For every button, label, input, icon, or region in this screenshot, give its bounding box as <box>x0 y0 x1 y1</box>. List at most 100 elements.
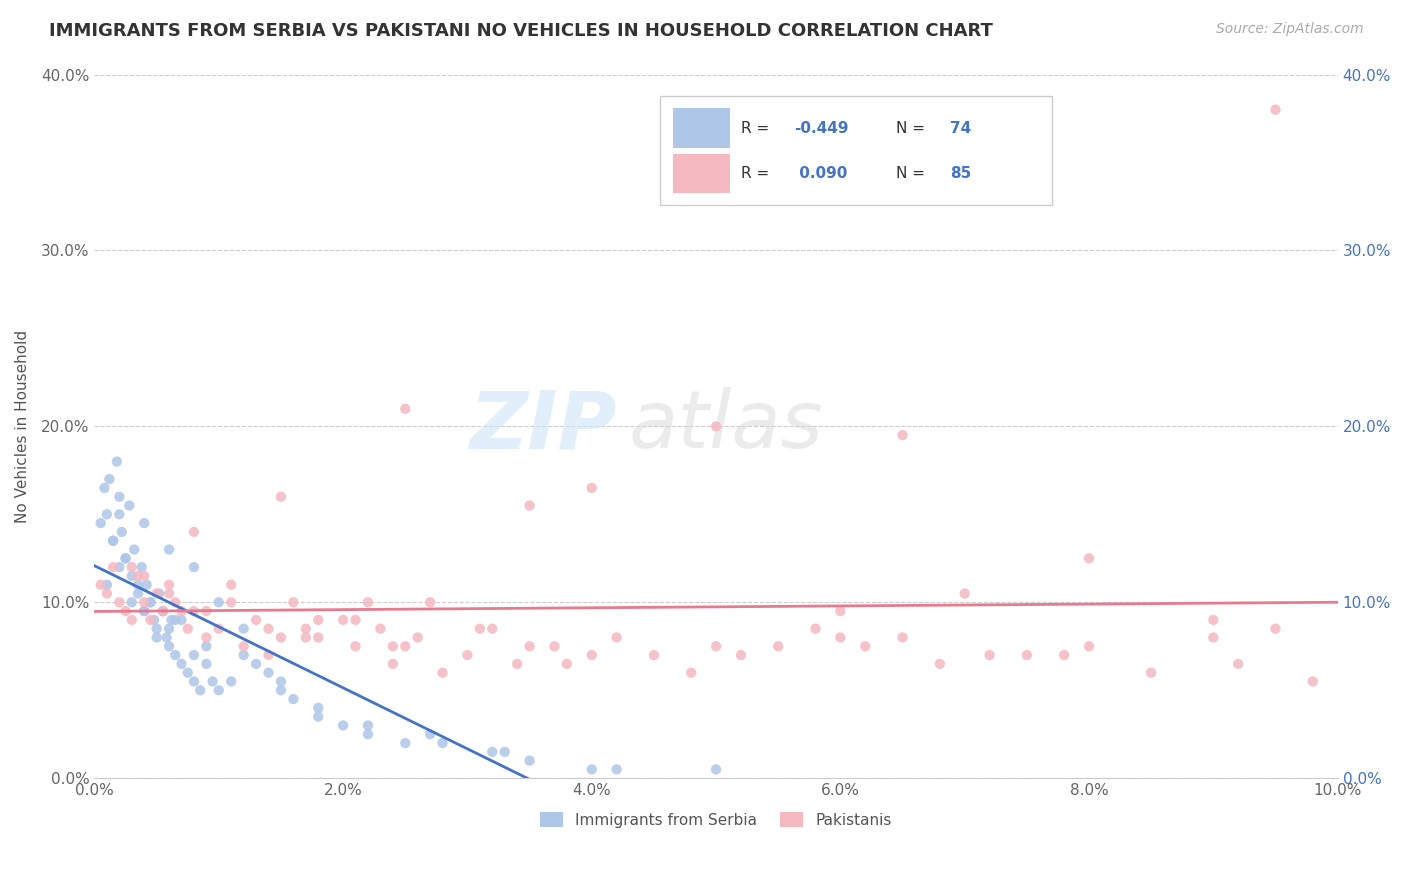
Point <box>270 631 292 645</box>
Y-axis label: No Vehicles in Household: No Vehicles in Household <box>15 330 30 523</box>
Point <box>643 648 665 662</box>
Point <box>1202 631 1225 645</box>
Point <box>506 657 529 671</box>
Point <box>494 745 516 759</box>
Point <box>96 586 118 600</box>
Point <box>157 640 180 654</box>
Text: atlas: atlas <box>628 387 824 466</box>
Point <box>183 560 205 574</box>
Point <box>419 727 441 741</box>
Text: Source: ZipAtlas.com: Source: ZipAtlas.com <box>1216 22 1364 37</box>
Point <box>121 613 143 627</box>
Point <box>344 613 367 627</box>
Point <box>134 595 156 609</box>
Point <box>283 692 305 706</box>
Point <box>165 648 187 662</box>
Point <box>108 508 131 522</box>
Point <box>121 595 143 609</box>
Point <box>195 604 218 618</box>
Point <box>953 586 976 600</box>
Point <box>105 454 128 468</box>
Point <box>121 569 143 583</box>
Point <box>170 657 193 671</box>
Point <box>108 560 131 574</box>
Point <box>357 595 380 609</box>
Point <box>139 595 162 609</box>
Point <box>394 640 416 654</box>
Point <box>208 683 231 698</box>
Point <box>145 631 167 645</box>
Point <box>160 613 183 627</box>
Point <box>344 640 367 654</box>
Point <box>93 481 115 495</box>
Point <box>270 683 292 698</box>
Point <box>581 481 603 495</box>
Point <box>730 648 752 662</box>
Point <box>96 577 118 591</box>
Point <box>232 622 254 636</box>
Text: ZIP: ZIP <box>470 387 617 466</box>
Point <box>170 613 193 627</box>
Point <box>804 622 827 636</box>
Point <box>121 560 143 574</box>
Point <box>188 683 211 698</box>
Point <box>307 709 329 723</box>
Point <box>208 622 231 636</box>
Point <box>195 631 218 645</box>
Point <box>370 622 392 636</box>
Point <box>131 560 153 574</box>
Point <box>891 631 914 645</box>
Text: IMMIGRANTS FROM SERBIA VS PAKISTANI NO VEHICLES IN HOUSEHOLD CORRELATION CHART: IMMIGRANTS FROM SERBIA VS PAKISTANI NO V… <box>49 22 993 40</box>
Point <box>219 577 242 591</box>
Point <box>108 595 131 609</box>
Point <box>145 622 167 636</box>
Point <box>183 604 205 618</box>
Point <box>201 674 224 689</box>
Legend: Immigrants from Serbia, Pakistanis: Immigrants from Serbia, Pakistanis <box>534 805 898 834</box>
Text: N =: N = <box>896 166 931 181</box>
Point <box>307 631 329 645</box>
Point <box>118 499 141 513</box>
Point <box>257 648 280 662</box>
Point <box>432 736 454 750</box>
Text: R =: R = <box>741 166 775 181</box>
Point <box>108 490 131 504</box>
Point <box>307 613 329 627</box>
Point <box>208 595 231 609</box>
Point <box>219 595 242 609</box>
Point <box>555 657 578 671</box>
Point <box>704 640 727 654</box>
Point <box>134 604 156 618</box>
Point <box>134 604 156 618</box>
Point <box>114 551 136 566</box>
Point <box>468 622 491 636</box>
Point <box>891 428 914 442</box>
Point <box>183 674 205 689</box>
Point <box>481 622 503 636</box>
Point <box>101 533 124 548</box>
Point <box>90 577 112 591</box>
Point <box>1053 648 1076 662</box>
Point <box>219 674 242 689</box>
Point <box>830 631 852 645</box>
Point <box>101 560 124 574</box>
Point <box>853 640 876 654</box>
Point <box>257 665 280 680</box>
Point <box>928 657 950 671</box>
Point <box>245 613 267 627</box>
Point <box>122 542 145 557</box>
Text: N =: N = <box>896 120 931 136</box>
Point <box>606 631 628 645</box>
Point <box>357 718 380 732</box>
Point <box>232 648 254 662</box>
Point <box>134 569 156 583</box>
Point <box>157 542 180 557</box>
Point <box>152 604 174 618</box>
FancyBboxPatch shape <box>659 95 1052 204</box>
Point <box>1140 665 1163 680</box>
Point <box>394 736 416 750</box>
Point <box>170 604 193 618</box>
Point <box>157 586 180 600</box>
Point <box>101 533 124 548</box>
Point <box>127 586 149 600</box>
